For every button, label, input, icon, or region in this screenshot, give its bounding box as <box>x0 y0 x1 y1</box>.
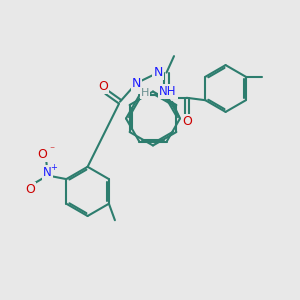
Text: N: N <box>153 66 163 79</box>
Text: H: H <box>141 88 149 98</box>
Text: N: N <box>132 76 141 90</box>
Text: ⁻: ⁻ <box>50 145 55 155</box>
Text: O: O <box>182 115 192 128</box>
Text: O: O <box>38 148 47 161</box>
Text: O: O <box>99 80 108 93</box>
Text: NH: NH <box>159 85 177 98</box>
Text: O: O <box>26 183 35 196</box>
Text: +: + <box>50 164 56 172</box>
Text: N: N <box>43 166 52 179</box>
